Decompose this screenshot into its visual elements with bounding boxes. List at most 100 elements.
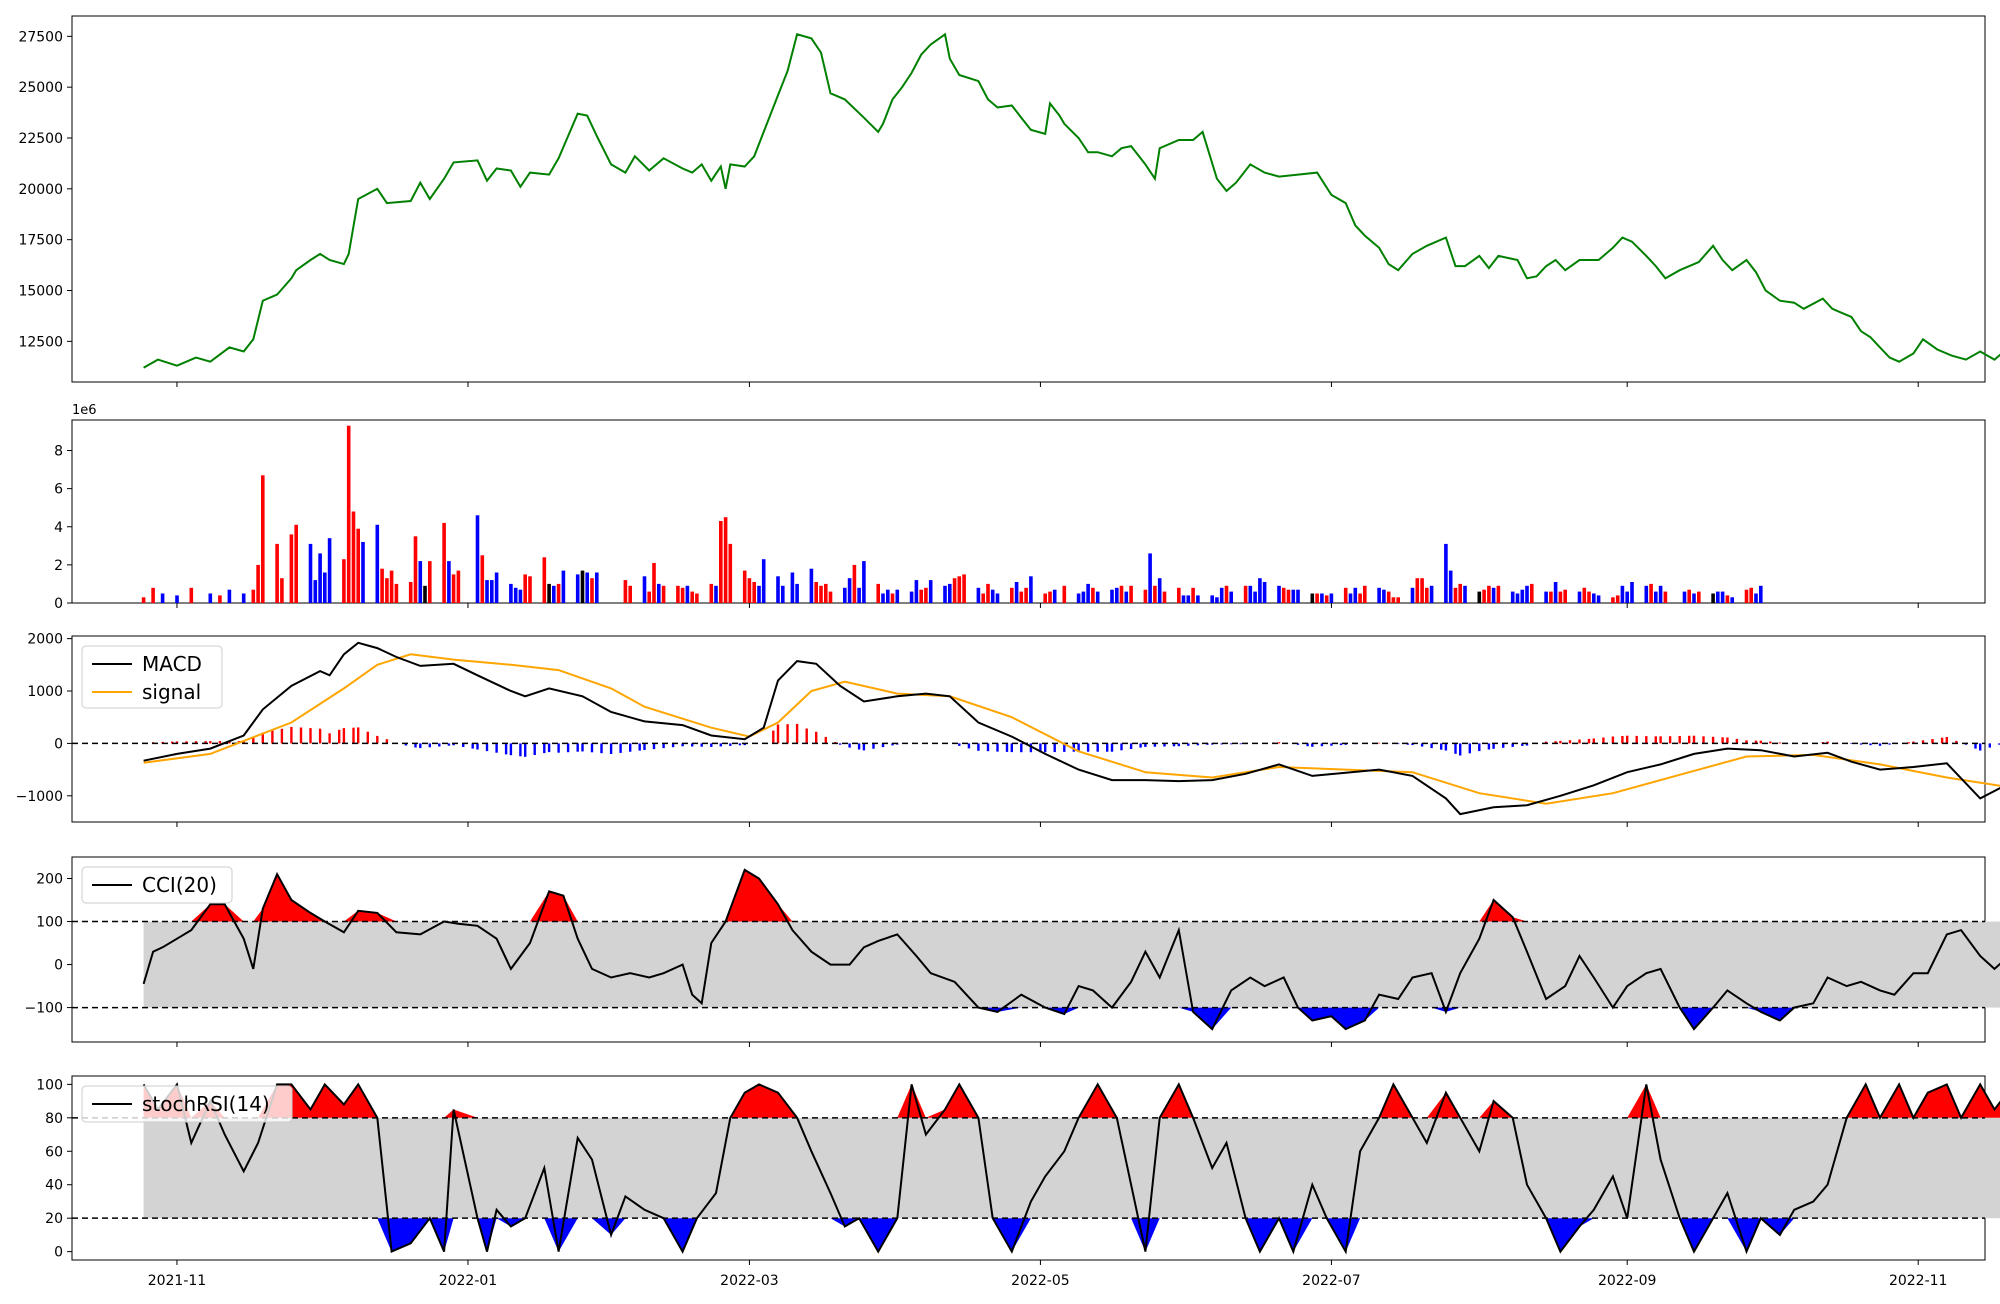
volume-bar (490, 580, 494, 603)
macd-histogram-bar (1946, 737, 1948, 743)
volume-bar (1416, 578, 1420, 603)
macd-histogram-bar (338, 730, 340, 744)
macd-line (144, 643, 2000, 814)
volume-bar (996, 594, 1000, 604)
volume-bar (1177, 588, 1181, 603)
volume-bar (881, 594, 885, 604)
macd-histogram-bar (524, 743, 526, 756)
macd-histogram-bar (1488, 743, 1490, 749)
volume-bar (1120, 586, 1124, 603)
macd-histogram-bar (1569, 740, 1571, 743)
volume-bar (1521, 590, 1525, 603)
volume-bar (991, 590, 995, 603)
macd-histogram-bar (1860, 743, 1862, 744)
macd-histogram-bar (1879, 743, 1881, 745)
volume-bar (1144, 590, 1148, 603)
volume-bar (385, 578, 389, 603)
macd-histogram-bar (557, 743, 559, 752)
volume-bar (953, 578, 957, 603)
volume-bar (1377, 588, 1381, 603)
volume-bar (242, 594, 246, 604)
volume-bar (1053, 590, 1057, 603)
volume-bar (695, 594, 699, 604)
volume-bar (1311, 594, 1315, 604)
macd-histogram-bar (486, 743, 488, 751)
volume-bar (581, 571, 585, 603)
volume-bar (1196, 595, 1200, 603)
volume-bar (719, 521, 723, 603)
volume-bar (876, 584, 880, 603)
volume-bar (657, 584, 661, 603)
macd-histogram-bar (653, 743, 655, 749)
volume-bar (514, 588, 518, 603)
volume-bar (1258, 578, 1262, 603)
macd-histogram-bar (1459, 743, 1461, 755)
macd-histogram-bar (777, 725, 779, 744)
macd-histogram-bar (1679, 736, 1681, 743)
macd-histogram-bar (1240, 743, 1242, 744)
volume-bar (1616, 595, 1620, 603)
volume-bar (647, 592, 651, 603)
macd-histogram-bar (448, 743, 450, 745)
volume-bar (1024, 588, 1028, 603)
macd-histogram-bar (815, 732, 817, 744)
volume-bar (1349, 594, 1353, 604)
macd-histogram-bar (987, 743, 989, 751)
volume-bar (857, 588, 861, 603)
volume-bar (919, 590, 923, 603)
volume-bar (547, 584, 551, 603)
macd-histogram-bar (1636, 736, 1638, 744)
volume-bar (1578, 592, 1582, 603)
volume-bar (1330, 594, 1334, 604)
volume-bar (896, 590, 900, 603)
volume-bar (1458, 584, 1462, 603)
volume-bar (1554, 582, 1558, 603)
macd-histogram-bar (1588, 739, 1590, 744)
volume-bar (528, 576, 532, 603)
volume-bar (347, 426, 351, 603)
y-tick-label: 20000 (18, 182, 63, 198)
volume-bar (1430, 586, 1434, 603)
volume-bar (1292, 590, 1296, 603)
volume-bar (1721, 592, 1725, 603)
y-tick-label: 25000 (18, 80, 63, 96)
macd-histogram-bar (825, 737, 827, 744)
macd-histogram-bar (1645, 736, 1647, 743)
volume-bar (781, 586, 785, 603)
macd-histogram-bar (1726, 738, 1728, 744)
volume-bar (552, 586, 556, 603)
macd-histogram-bar (1454, 743, 1456, 753)
macd-histogram-bar (1578, 740, 1580, 744)
volume-bar (318, 553, 322, 603)
volume-bar (1315, 594, 1319, 604)
volume-bar (1563, 590, 1567, 603)
y-tick-label: 0 (54, 958, 63, 974)
macd-histogram-bar (429, 743, 431, 747)
volume-bar (1358, 594, 1362, 604)
volume-bar (1625, 592, 1629, 603)
volume-bar (1096, 592, 1100, 603)
y-tick-label: 15000 (18, 284, 63, 300)
volume-bar (1463, 586, 1467, 603)
volume-bar (1048, 592, 1052, 603)
y-tick-label: 2000 (27, 632, 63, 648)
volume-bar (962, 574, 966, 603)
volume-bar (943, 586, 947, 603)
volume-bar (280, 578, 284, 603)
volume-bar (1363, 586, 1367, 603)
macd-histogram-bar (1130, 743, 1132, 749)
volume-bar (395, 584, 399, 603)
volume-bar (1215, 597, 1219, 603)
volume-bar (1478, 592, 1482, 603)
volume-bar (1525, 586, 1529, 603)
macd-histogram-bar (610, 743, 612, 754)
volume-bar (628, 586, 632, 603)
volume-bar (886, 590, 890, 603)
volume-bar (1630, 582, 1634, 603)
macd-histogram-bar (1702, 736, 1704, 743)
volume-bar (1396, 597, 1400, 603)
volume-bar (1559, 592, 1563, 603)
macd-histogram-bar (1626, 736, 1628, 744)
volume-bar (175, 595, 179, 603)
